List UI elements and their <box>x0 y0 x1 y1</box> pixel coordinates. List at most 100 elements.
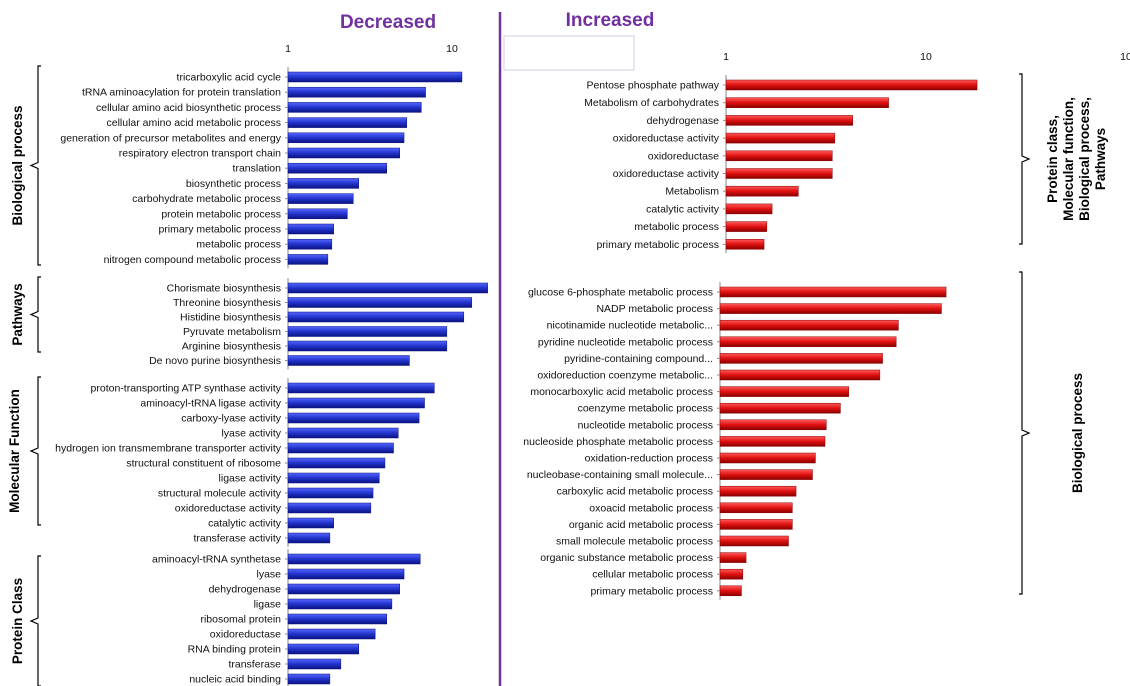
brace-pathways <box>29 276 41 353</box>
bar-translation <box>287 162 387 174</box>
group-label-line: Pathways <box>1093 128 1108 190</box>
brace-biological-process <box>1019 271 1031 595</box>
bar-proton-transporting-atp-synthase-activity <box>287 382 435 394</box>
bar-dehydrogenase <box>287 583 400 595</box>
bar-arginine-biosynthesis <box>287 340 448 352</box>
bar-rna-binding-protein <box>287 643 359 655</box>
bar-organic-substance-metabolic-process <box>719 552 747 563</box>
bar-metabolic-process <box>287 238 333 250</box>
category-label: respiratory electron transport chain <box>119 148 281 160</box>
bar-tricarboxylic-acid-cycle <box>287 71 463 83</box>
category-label: cellular amino acid metabolic process <box>107 117 282 129</box>
category-label: nucleotide metabolic process <box>578 419 713 431</box>
bar-chorismate-biosynthesis <box>287 282 488 294</box>
category-label: carbohydrate metabolic process <box>132 193 281 205</box>
bar-nucleotide-metabolic-process <box>719 419 827 431</box>
category-label: Chorismate biosynthesis <box>167 283 281 295</box>
bar-nucleobase-containing-small-molecule <box>719 469 813 480</box>
bar-de-novo-purine-biosynthesis <box>287 355 410 366</box>
category-label: Metabolism <box>665 186 719 198</box>
increased-header: Increased <box>566 10 655 31</box>
decreased-header: Decreased <box>340 12 436 33</box>
bar-trna-aminoacylation-for-protein-translation <box>287 86 426 98</box>
category-label: Threonine biosynthesis <box>173 297 281 309</box>
category-label: pyridine-containing compound... <box>564 353 713 365</box>
brace-protein-class-molecular-function-biological-process-pathways <box>1019 73 1031 245</box>
category-label: cellular metabolic process <box>592 569 713 581</box>
bar-catalytic-activity <box>725 203 773 215</box>
category-label: small molecule metabolic process <box>556 536 713 548</box>
category-label: transferase <box>228 659 281 671</box>
x-tick-label: 10 <box>446 43 458 55</box>
category-label: nucleoside phosphate metabolic process <box>523 436 713 448</box>
category-label: ligase activity <box>219 473 282 485</box>
category-label: ligase <box>254 599 282 611</box>
category-label: proton-transporting ATP synthase activit… <box>91 383 282 395</box>
bar-oxidoreductase-activity <box>725 132 836 144</box>
category-label: aminoacyl-tRNA synthetase <box>152 554 281 566</box>
category-label: catalytic activity <box>646 203 720 215</box>
category-label: metabolic process <box>196 239 281 251</box>
group-label-line: Biological process, <box>1077 97 1092 221</box>
bar-nadp-metabolic-process <box>719 303 942 314</box>
brace-molecular-function <box>29 376 41 526</box>
bar-coenzyme-metabolic-process <box>719 402 841 414</box>
bar-ligase <box>287 598 393 610</box>
bar-nitrogen-compound-metabolic-process <box>287 254 329 265</box>
bar-pyridine-containing-compound <box>719 353 883 364</box>
category-label: catalytic activity <box>208 518 282 530</box>
bar-nucleoside-phosphate-metabolic-process <box>719 436 826 447</box>
bar-metabolism <box>725 185 799 197</box>
category-label: oxidoreductase activity <box>613 168 720 180</box>
brace-biological-process <box>29 65 41 266</box>
group-label-protein-class: Protein Class <box>10 578 25 664</box>
category-label: glucose 6-phosphate metabolic process <box>528 287 713 299</box>
category-label: ribosomal protein <box>200 614 281 626</box>
x-tick-label: 1 <box>723 51 729 63</box>
category-label: tRNA aminoacylation for protein translat… <box>82 87 281 99</box>
category-label: oxidoreductase activity <box>613 133 720 145</box>
category-label: transferase activity <box>193 533 281 545</box>
category-label: NADP metabolic process <box>596 303 713 315</box>
category-label: organic substance metabolic process <box>540 552 713 564</box>
group-label-biological-process: Biological process <box>10 105 25 225</box>
category-label: nitrogen compound metabolic process <box>104 254 281 266</box>
bar-generation-of-precursor-metabolites-and-energy <box>287 132 405 144</box>
category-label: generation of precursor metabolites and … <box>60 132 281 144</box>
category-label: De novo purine biosynthesis <box>149 355 281 367</box>
category-label: coenzyme metabolic process <box>578 403 713 415</box>
brace-protein-class <box>29 555 41 686</box>
bar-oxidoreductase-activity <box>287 502 372 514</box>
bar-oxoacid-metabolic-process <box>719 502 793 514</box>
bar-primary-metabolic-process <box>725 239 765 250</box>
category-label: lyase <box>256 569 281 581</box>
category-label: structural molecule activity <box>158 488 282 500</box>
bar-oxidoreductase <box>287 628 376 640</box>
bar-respiratory-electron-transport-chain <box>287 147 400 159</box>
bar-monocarboxylic-acid-metabolic-process <box>719 386 849 397</box>
category-label: oxidoreductase activity <box>175 503 282 515</box>
bar-transferase-activity <box>287 532 331 544</box>
category-label: pyridine nucleotide metabolic process <box>538 336 713 348</box>
category-label: structural constituent of ribosome <box>126 458 281 470</box>
bar-lyase <box>287 568 405 580</box>
bar-protein-metabolic-process <box>287 208 348 220</box>
bar-carboxy-lyase-activity <box>287 412 420 424</box>
bar-pyridine-nucleotide-metabolic-process <box>719 336 897 348</box>
bar-carbohydrate-metabolic-process <box>287 193 354 204</box>
bar-histidine-biosynthesis <box>287 311 465 323</box>
bar-transferase <box>287 658 342 670</box>
category-label: aminoacyl-tRNA ligase activity <box>140 398 281 410</box>
category-label: organic acid metabolic process <box>569 519 713 531</box>
category-label: hydrogen ion transmembrane transporter a… <box>55 443 282 455</box>
category-label: metabolic process <box>634 221 719 233</box>
bar-lyase-activity <box>287 427 399 439</box>
empty-box <box>503 35 635 71</box>
category-label: carboxy-lyase activity <box>181 413 282 425</box>
bar-biosynthetic-process <box>287 178 359 189</box>
bar-primary-metabolic-process <box>719 585 742 597</box>
category-label: oxidoreductase <box>210 629 281 641</box>
category-label: dehydrogenase <box>209 584 282 596</box>
x-tick-label: 1 <box>285 43 291 55</box>
